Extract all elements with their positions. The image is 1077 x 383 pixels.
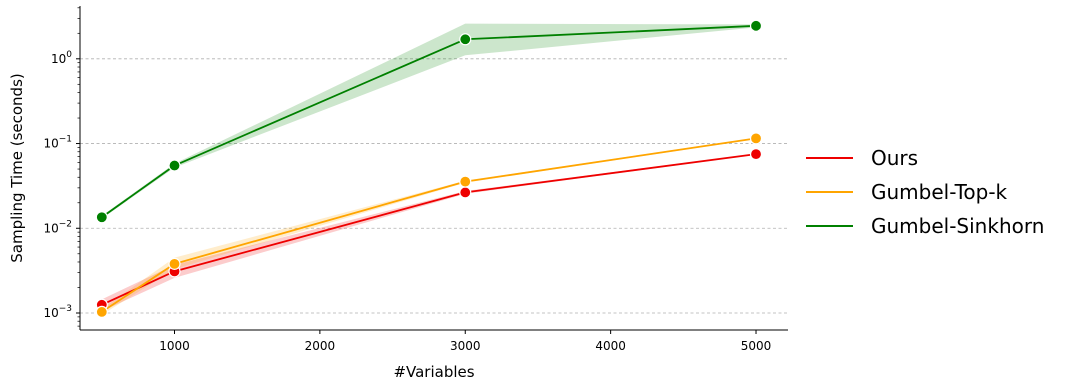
series-line [101,137,757,313]
x-tick-label: 3000 [450,339,481,353]
x-tick-label: 4000 [595,339,626,353]
series-markers [95,19,763,319]
confidence-band [101,23,757,219]
data-point [459,186,472,199]
x-tick-label: 5000 [741,339,772,353]
series-line [101,153,757,306]
data-point [459,175,472,188]
confidence-band [101,137,757,315]
x-tick-label: 1000 [159,339,190,353]
series-lines [101,24,757,313]
y-tick-label: 10−2 [43,219,72,235]
tick-labels: 1000 2000 3000 4000 5000 10−3 10−2 10−1 100 [43,50,771,353]
data-point [459,33,472,46]
data-point [168,159,181,172]
data-point [749,19,763,32]
data-point [95,305,108,319]
series-line [101,24,757,218]
legend-label: Gumbel-Top-k [871,180,1008,204]
y-tick-label: 10−3 [43,304,72,320]
confidence-band [101,153,757,312]
axes [76,6,788,334]
grid-lines [80,58,788,314]
x-axis-label: #Variables [393,363,474,381]
x-tick-label: 2000 [305,339,336,353]
data-point [749,132,763,145]
data-point [95,211,108,224]
legend-label: Gumbel-Sinkhorn [871,214,1044,238]
legend-label: Ours [871,146,918,170]
data-point [168,257,181,270]
confidence-bands [101,23,757,315]
y-tick-label: 10−1 [43,135,72,151]
legend: Ours Gumbel-Top-k Gumbel-Sinkhorn [806,146,1044,238]
y-tick-label: 100 [51,50,72,66]
data-point [749,148,763,161]
y-axis-label: Sampling Time (seconds) [8,73,26,262]
